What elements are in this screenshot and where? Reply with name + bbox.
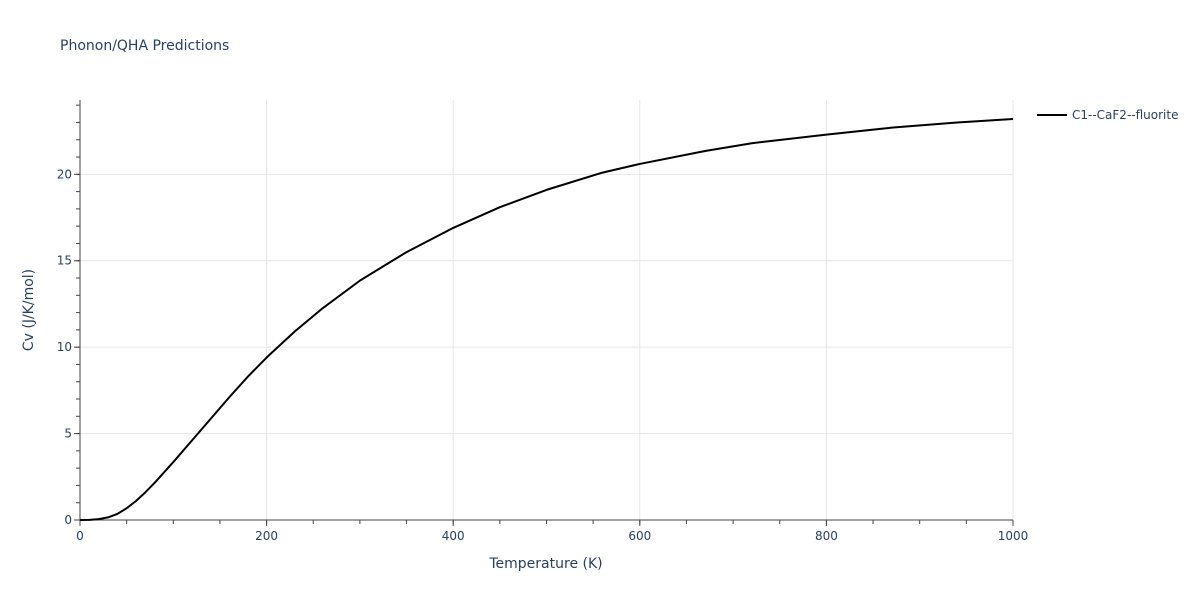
chart-title: Phonon/QHA Predictions bbox=[60, 38, 229, 54]
y-tick-label: 5 bbox=[64, 427, 72, 441]
x-tick-label: 200 bbox=[255, 529, 278, 543]
y-gridlines bbox=[80, 173, 1013, 435]
legend[interactable]: C1--CaF2--fluorite bbox=[1037, 108, 1178, 122]
x-gridlines bbox=[266, 100, 1014, 520]
series-layer bbox=[79, 118, 1014, 521]
y-tick-label: 0 bbox=[64, 513, 72, 527]
y-ticks: 0 5 10 15 20 bbox=[57, 104, 80, 527]
y-tick-label: 10 bbox=[57, 340, 72, 354]
x-axis-title: Temperature (K) bbox=[488, 556, 602, 572]
y-tick-label: 20 bbox=[57, 167, 72, 181]
axes bbox=[79, 100, 1013, 521]
x-tick-label: 800 bbox=[815, 529, 838, 543]
x-tick-label: 400 bbox=[442, 529, 465, 543]
x-tick-label: 600 bbox=[628, 529, 651, 543]
y-axis-title: Cv (J/K/mol) bbox=[21, 269, 37, 351]
x-tick-label: 0 bbox=[76, 529, 84, 543]
x-tick-label: 1000 bbox=[998, 529, 1029, 543]
y-tick-label: 15 bbox=[57, 254, 72, 268]
x-ticks: 0 200 400 600 800 1000 bbox=[76, 520, 1028, 543]
series-line bbox=[79, 118, 1014, 521]
legend-label: C1--CaF2--fluorite bbox=[1072, 108, 1178, 122]
